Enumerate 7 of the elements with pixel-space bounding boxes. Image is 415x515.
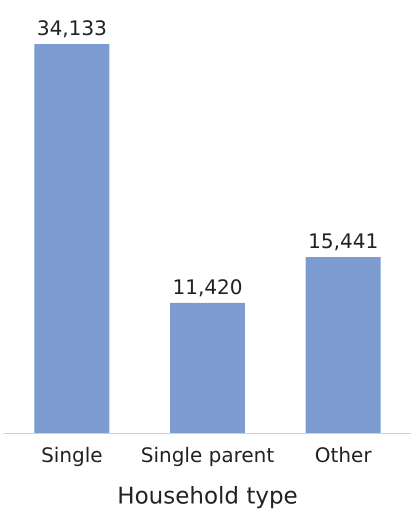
x-tick-label: Single (41, 443, 103, 467)
data-label: 15,441 (308, 229, 378, 254)
x-tick-label: Other (314, 443, 372, 467)
data-label: 11,420 (172, 274, 242, 299)
x-tick-label: Single parent (140, 443, 274, 467)
x-axis-title: Household type (117, 484, 298, 510)
data-label: 34,133 (36, 16, 107, 40)
